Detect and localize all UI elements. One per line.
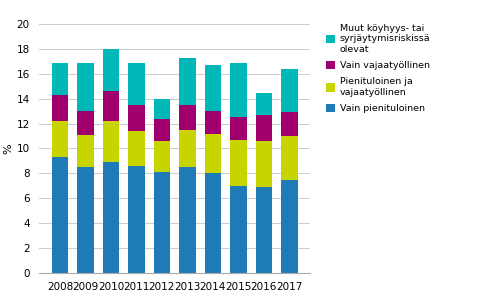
- Y-axis label: %: %: [3, 143, 14, 154]
- Bar: [179, 130, 196, 167]
- Bar: [128, 131, 145, 166]
- Bar: [179, 105, 196, 130]
- Bar: [52, 63, 68, 95]
- Bar: [154, 99, 170, 119]
- Legend: Muut köyhyys- tai
syrjäytymisriskissä
olevat, Vain vajaatyöllinen, Pienituloinen: Muut köyhyys- tai syrjäytymisriskissä ol…: [326, 24, 430, 113]
- Bar: [77, 135, 93, 167]
- Bar: [179, 167, 196, 273]
- Bar: [205, 173, 221, 273]
- Bar: [52, 121, 68, 157]
- Bar: [230, 63, 246, 117]
- Bar: [77, 167, 93, 273]
- Bar: [205, 134, 221, 173]
- Bar: [103, 91, 119, 121]
- Bar: [205, 111, 221, 134]
- Bar: [77, 63, 93, 111]
- Bar: [256, 92, 272, 115]
- Bar: [256, 187, 272, 273]
- Bar: [256, 141, 272, 187]
- Bar: [154, 172, 170, 273]
- Bar: [281, 69, 298, 112]
- Bar: [281, 136, 298, 179]
- Bar: [128, 63, 145, 105]
- Bar: [128, 166, 145, 273]
- Bar: [230, 117, 246, 140]
- Bar: [281, 179, 298, 273]
- Bar: [103, 49, 119, 91]
- Bar: [256, 115, 272, 141]
- Bar: [230, 186, 246, 273]
- Bar: [281, 112, 298, 136]
- Bar: [205, 65, 221, 111]
- Bar: [103, 162, 119, 273]
- Bar: [154, 141, 170, 172]
- Bar: [77, 111, 93, 135]
- Bar: [179, 58, 196, 105]
- Bar: [230, 140, 246, 186]
- Bar: [52, 157, 68, 273]
- Bar: [103, 121, 119, 162]
- Bar: [154, 119, 170, 141]
- Bar: [128, 105, 145, 131]
- Bar: [52, 95, 68, 121]
